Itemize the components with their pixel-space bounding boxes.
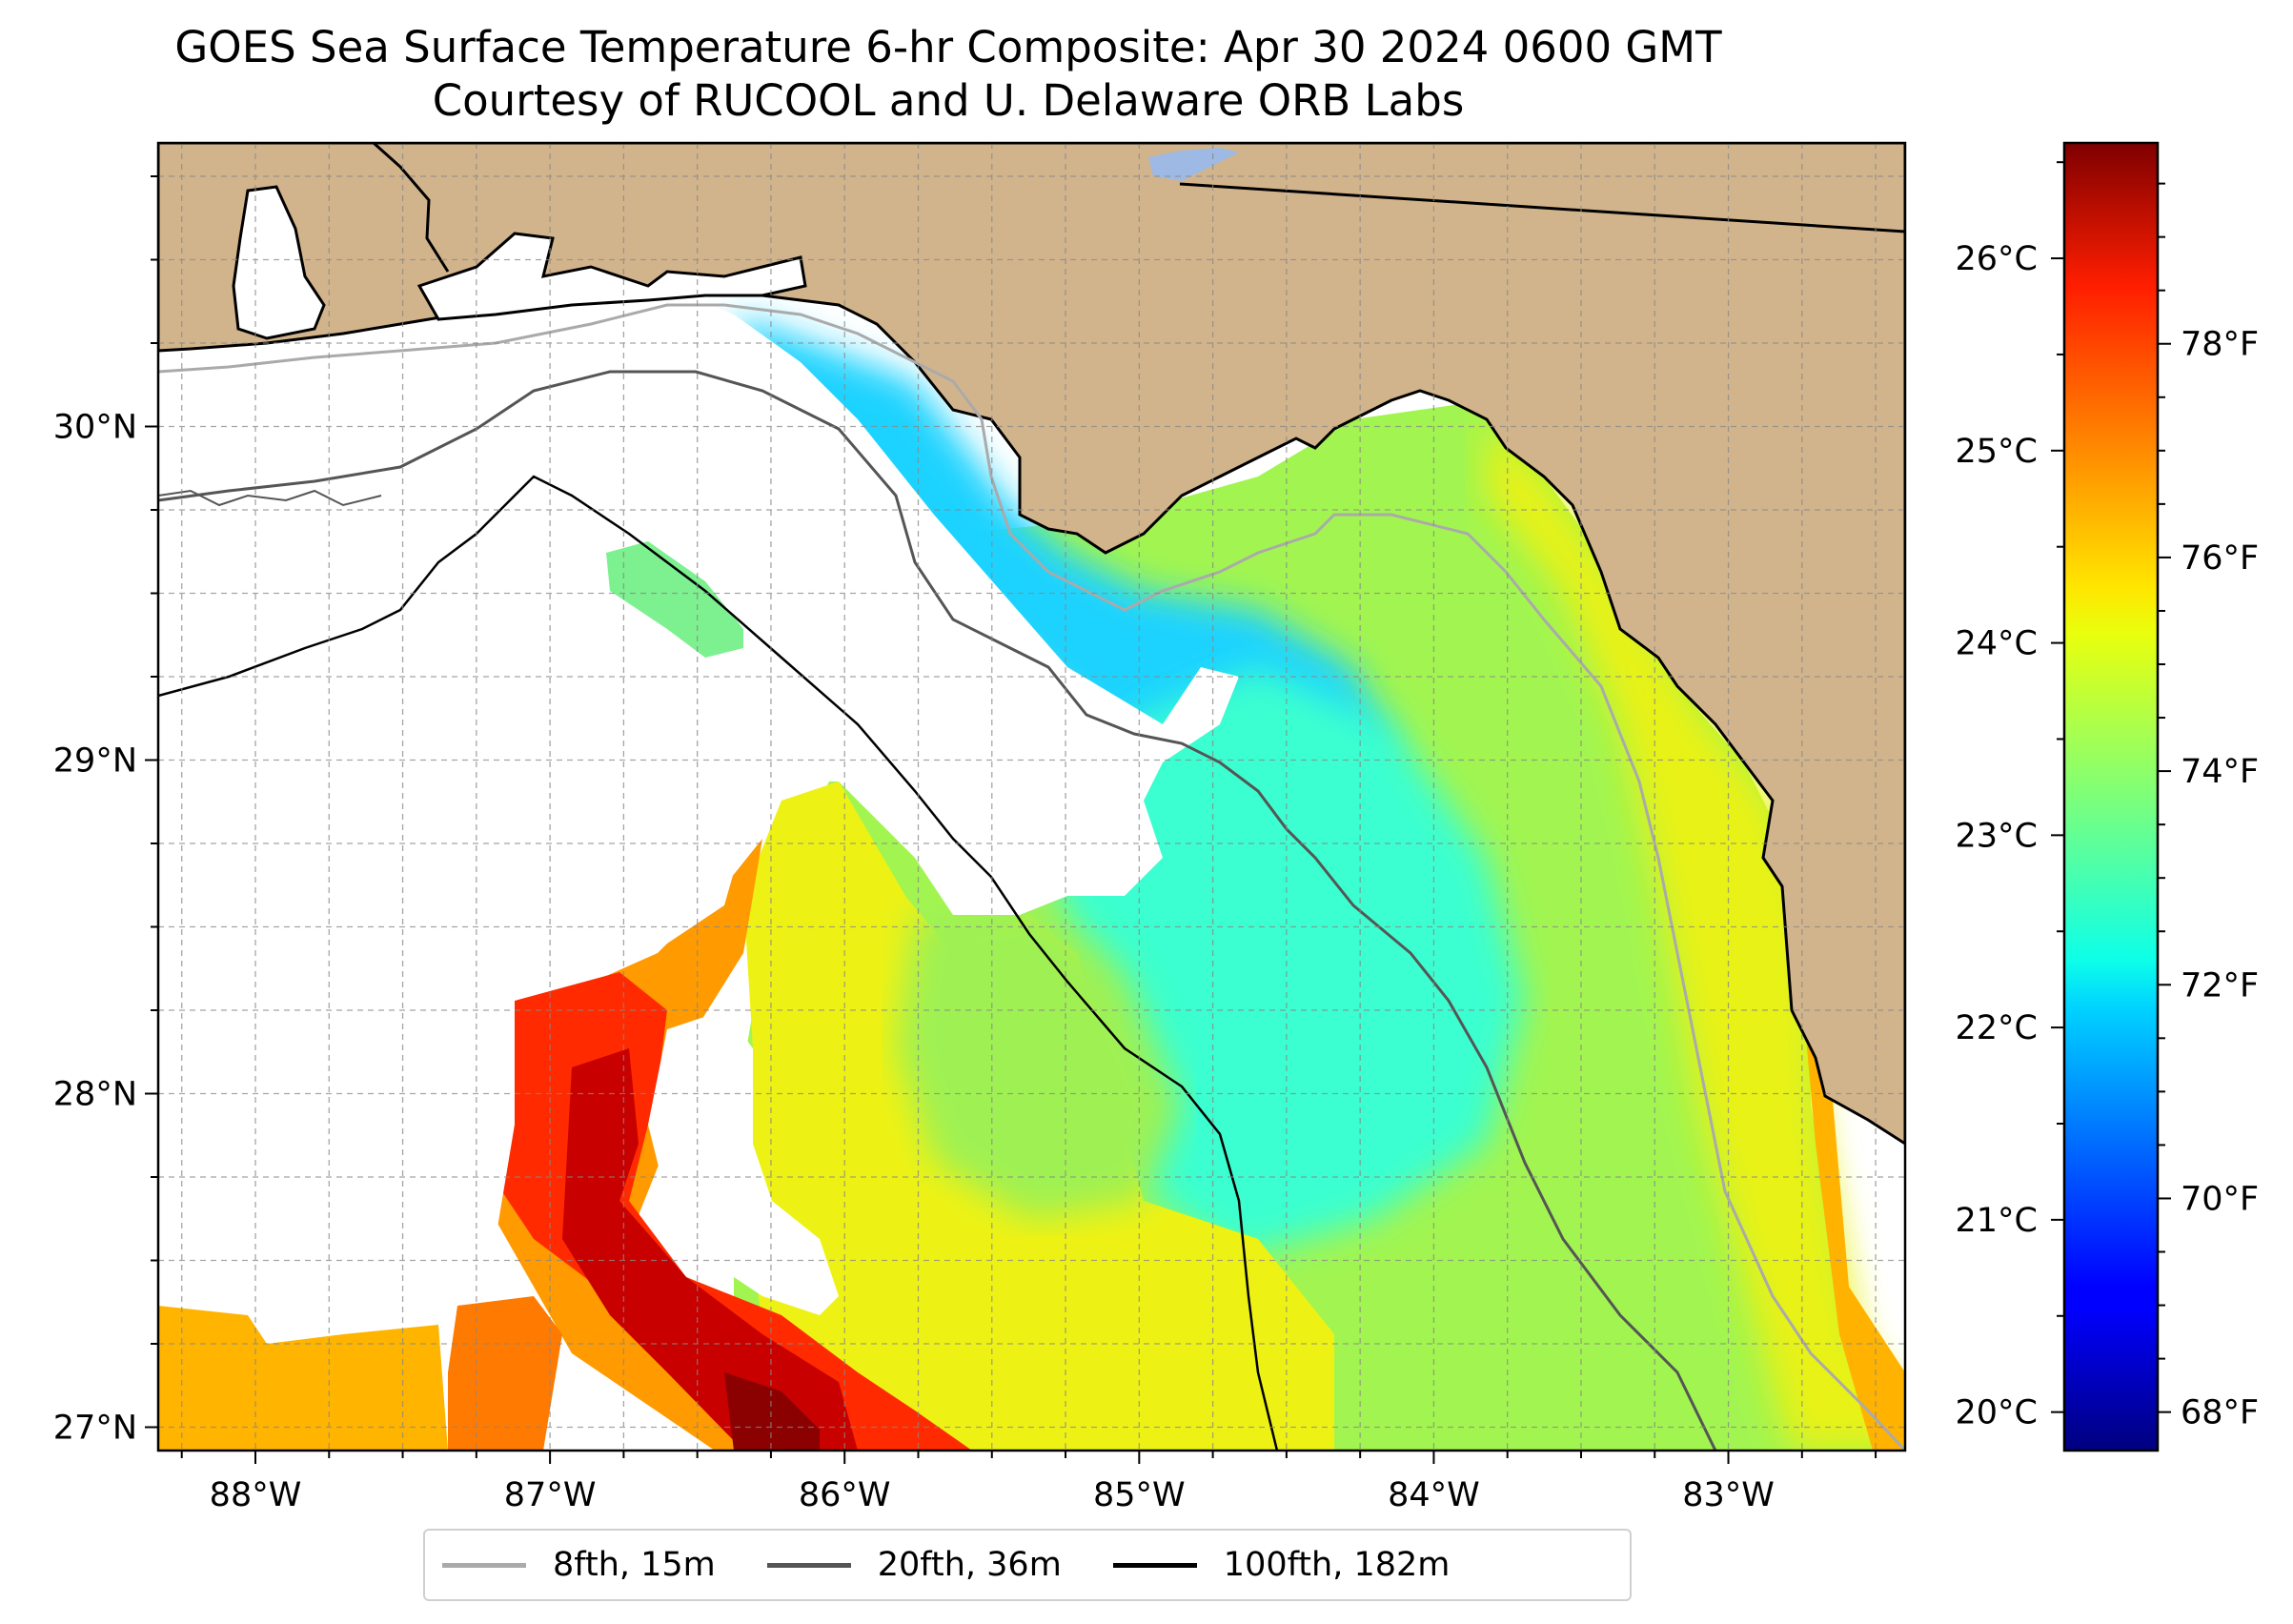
sst-field [158, 143, 1905, 1451]
legend-item-182m: 100fth, 182m [1112, 1546, 1451, 1584]
longitude-axis: 88°W 87°W 86°W 85°W 84°W 83°W [180, 1451, 1877, 1514]
fahrenheit-tick-label: 70°F [2181, 1180, 2259, 1218]
map-canvas [158, 143, 1905, 1451]
fahrenheit-tick-label: 72°F [2181, 966, 2259, 1005]
isobath-182m [158, 475, 1279, 1451]
lon-tick-label: 86°W [799, 1476, 891, 1514]
lat-tick-label: 29°N [53, 742, 137, 781]
lon-tick-label: 85°W [1093, 1476, 1186, 1514]
map-frame [156, 141, 1907, 1452]
legend-item-15m: 8fth, 15m [442, 1546, 716, 1584]
legend-label-15m: 8fth, 15m [553, 1546, 716, 1584]
lon-tick-label: 88°W [210, 1476, 302, 1514]
legend-line-182m [1112, 1562, 1197, 1568]
lake-patch [1148, 148, 1239, 181]
lon-tick-label: 84°W [1388, 1476, 1480, 1514]
state-boundary [1179, 182, 1905, 233]
celsius-tick-label: 23°C [1956, 817, 2038, 855]
isobath-shelf-west [158, 489, 382, 507]
sst-southwest-green [896, 896, 1182, 1220]
lat-tick-label: 28°N [53, 1076, 137, 1114]
lat-tick-label: 30°N [53, 409, 137, 447]
isobath-legend: 8fth, 15m 20fth, 36m 100fth, 182m [423, 1529, 1632, 1601]
offshore-patch-top [606, 541, 743, 658]
colorbar-celsius-axis: 26°C 25°C 24°C 23°C 22°C 21°C 20°C [1956, 161, 2064, 1432]
sst-loop-darkred [562, 1048, 858, 1451]
fahrenheit-tick-label: 76°F [2181, 539, 2259, 578]
colorbar [2062, 141, 2160, 1452]
colorbar-fahrenheit-axis: 78°F 76°F 74°F 72°F 70°F 68°F [2158, 182, 2259, 1432]
isobath-15m [158, 303, 1905, 1451]
fahrenheit-tick-label: 68°F [2181, 1394, 2259, 1432]
fahrenheit-tick-label: 74°F [2181, 753, 2259, 791]
legend-label-182m: 100fth, 182m [1223, 1546, 1451, 1584]
celsius-tick-label: 20°C [1956, 1394, 2038, 1432]
gridlines [158, 143, 1905, 1451]
isobath-36m [158, 370, 1717, 1451]
legend-item-36m: 20fth, 36m [766, 1546, 1062, 1584]
latitude-axis: 30°N 29°N 28°N 27°N [53, 175, 158, 1448]
pensacola-bay-water [416, 232, 807, 321]
legend-label-36m: 20fth, 36m [877, 1546, 1062, 1584]
nodata-white-loop-gap [648, 1010, 839, 1315]
celsius-tick-label: 21°C [1956, 1202, 2038, 1240]
lon-tick-label: 87°W [504, 1476, 597, 1514]
mobile-bay-water [232, 185, 326, 340]
legend-line-36m [766, 1562, 851, 1568]
nodata-white-west [158, 143, 1239, 1306]
fahrenheit-tick-label: 78°F [2181, 326, 2259, 364]
sst-loop-deepred [724, 1372, 820, 1451]
celsius-tick-label: 25°C [1956, 433, 2038, 471]
sst-east-yellow [1487, 419, 1905, 1451]
lat-tick-label: 27°N [53, 1410, 137, 1448]
celsius-tick-label: 22°C [1956, 1009, 2038, 1047]
sst-southwest-corner [158, 1306, 448, 1451]
map-title: GOES Sea Surface Temperature 6-hr Compos… [174, 22, 1722, 72]
legend-line-15m [442, 1562, 526, 1568]
map-subtitle: Courtesy of RUCOOL and U. Delaware ORB L… [432, 75, 1465, 126]
western-coast-line [373, 143, 450, 273]
lon-tick-label: 83°W [1682, 1476, 1775, 1514]
celsius-tick-label: 24°C [1956, 625, 2038, 663]
celsius-tick-label: 26°C [1956, 240, 2038, 278]
